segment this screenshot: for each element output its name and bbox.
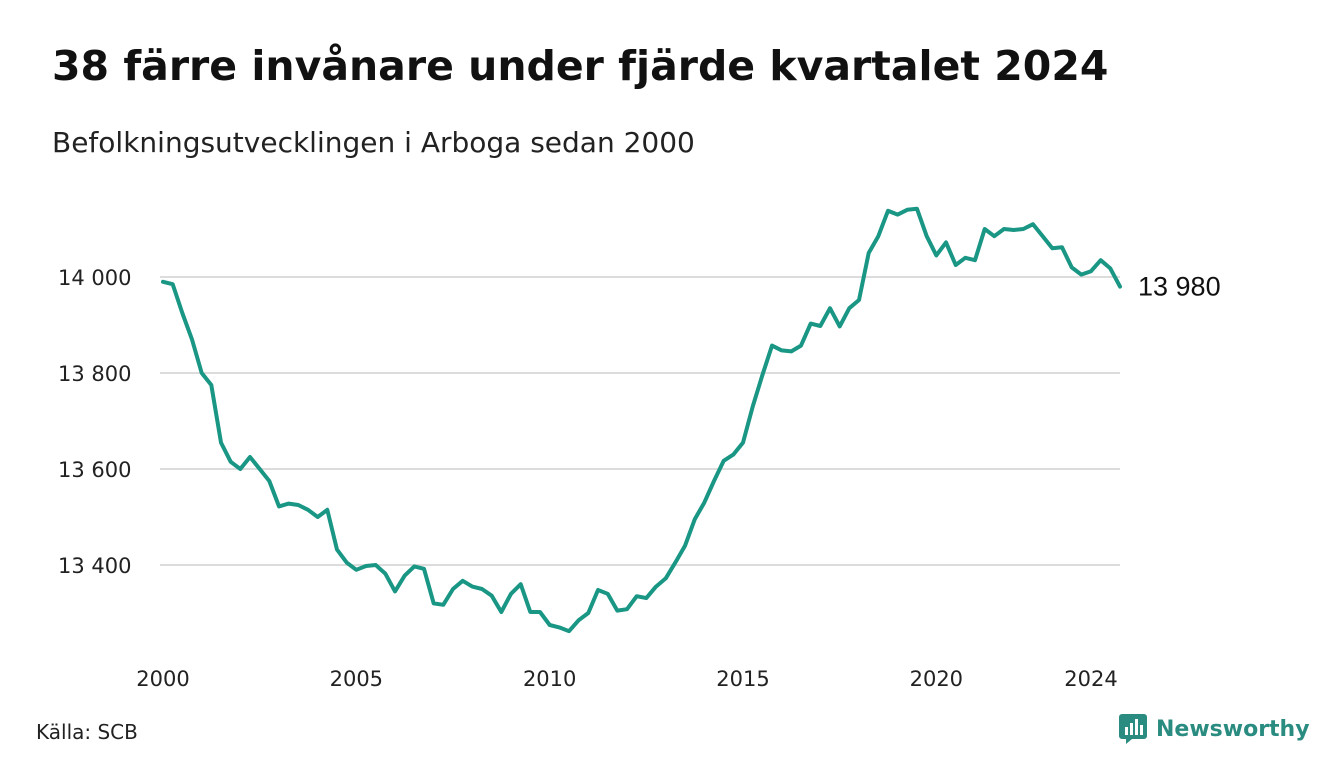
x-axis-ticks: 2000 2005 2010 2015 2020 2024 [136, 667, 1117, 691]
x-tick-label: 2015 [716, 667, 769, 691]
chart-subtitle: Befolkningsutvecklingen i Arboga sedan 2… [52, 126, 695, 159]
newsworthy-logo-icon [1119, 714, 1147, 744]
x-tick-label: 2024 [1064, 667, 1117, 691]
end-value-label: 13 980 [1138, 272, 1221, 302]
y-axis-ticks: 13 400 13 600 13 800 14 000 [58, 266, 131, 578]
brand-name: Newsworthy [1156, 716, 1310, 742]
x-tick-label: 2005 [330, 667, 383, 691]
x-tick-label: 2010 [523, 667, 576, 691]
population-series-line [161, 206, 1122, 634]
y-tick-label: 13 600 [58, 458, 131, 482]
y-tick-label: 13 800 [58, 362, 131, 386]
x-tick-label: 2020 [910, 667, 963, 691]
x-tick-label: 2000 [136, 667, 189, 691]
gridlines [160, 276, 1120, 566]
chart-title: 38 färre invånare under fjärde kvartalet… [52, 42, 1109, 90]
source-note: Källa: SCB [36, 720, 138, 744]
brand-logo: Newsworthy [1118, 712, 1310, 746]
y-tick-label: 13 400 [58, 554, 131, 578]
y-tick-label: 14 000 [58, 266, 131, 290]
